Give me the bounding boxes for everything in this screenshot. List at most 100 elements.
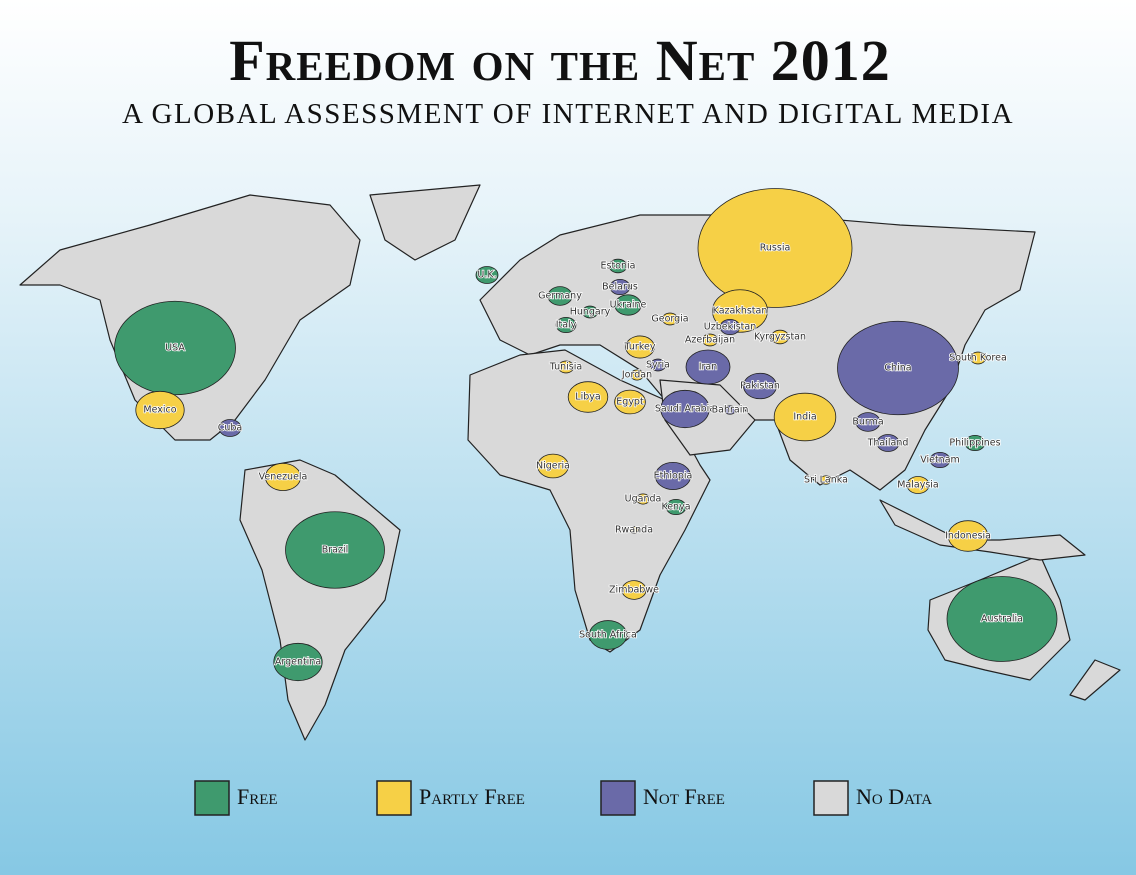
country-label: Nigeria bbox=[536, 461, 570, 472]
country-label: Azerbaijan bbox=[685, 335, 735, 346]
country-shape bbox=[724, 405, 736, 415]
new-zealand bbox=[1069, 659, 1121, 701]
legend: Free Partly Free Not Free No Data bbox=[194, 780, 932, 816]
legend-label: Partly Free bbox=[419, 784, 525, 809]
country-shape bbox=[608, 258, 628, 274]
country-shape bbox=[964, 434, 986, 452]
country-label: Argentina bbox=[275, 657, 321, 668]
country-shape bbox=[947, 520, 989, 552]
country-label: Mexico bbox=[143, 405, 176, 416]
country-shape bbox=[555, 316, 577, 334]
country-label: Cuba bbox=[218, 423, 243, 434]
country-label: Burma bbox=[852, 417, 883, 428]
country-shape bbox=[770, 329, 790, 345]
country-shape bbox=[906, 476, 930, 494]
country-shape bbox=[820, 475, 832, 485]
country-shape bbox=[661, 312, 679, 326]
legend-label: Not Free bbox=[643, 784, 725, 809]
country-label: Hungary bbox=[570, 307, 611, 318]
country-label: Saudi Arabia bbox=[655, 404, 715, 415]
country-shape bbox=[285, 511, 385, 589]
country-label: Bahrain bbox=[712, 405, 749, 416]
country-shape bbox=[697, 188, 853, 308]
indonesia bbox=[879, 499, 1086, 561]
country-label: Venezuela bbox=[259, 472, 308, 483]
country-shapes bbox=[114, 188, 1058, 682]
country-shape bbox=[685, 349, 731, 385]
country-shape bbox=[114, 300, 236, 396]
country-shape bbox=[837, 320, 959, 416]
country-shape bbox=[264, 462, 301, 491]
country-shape bbox=[660, 389, 710, 429]
country-label: Vietnam bbox=[920, 455, 960, 466]
legend-label: No Data bbox=[856, 784, 932, 809]
country-label: India bbox=[793, 412, 816, 423]
country-label: Pakistan bbox=[740, 381, 780, 392]
country-shape bbox=[557, 360, 575, 374]
country-label: Italy bbox=[556, 320, 577, 331]
country-label: Egypt bbox=[616, 397, 644, 408]
country-shape bbox=[929, 451, 951, 469]
country-shape bbox=[625, 335, 655, 359]
country-shape bbox=[614, 294, 642, 316]
legend-swatch bbox=[376, 780, 412, 816]
country-label: Sri Lanka bbox=[804, 475, 848, 486]
country-label: Kyrgyzstan bbox=[754, 332, 806, 343]
country-shape bbox=[614, 389, 646, 415]
country-label: Ukraine bbox=[610, 300, 647, 311]
country-shape bbox=[773, 392, 837, 442]
country-label: Kenya bbox=[661, 502, 690, 513]
legend-swatch bbox=[813, 780, 849, 816]
country-label: Ethiopia bbox=[654, 471, 693, 482]
country-label: China bbox=[884, 363, 911, 374]
country-label: Iran bbox=[699, 362, 718, 373]
country-shape bbox=[567, 381, 609, 413]
country-label: Uzbekistan bbox=[704, 322, 756, 333]
legend-swatch bbox=[194, 780, 230, 816]
country-shape bbox=[537, 453, 569, 479]
country-label: Philippines bbox=[949, 438, 1000, 449]
country-label: Tunisia bbox=[549, 362, 582, 373]
country-label: Thailand bbox=[867, 438, 909, 449]
country-label: Jordan bbox=[621, 370, 652, 381]
country-shape bbox=[743, 372, 777, 400]
country-label: Malaysia bbox=[897, 480, 939, 491]
country-shape bbox=[969, 351, 987, 365]
country-label: Syria bbox=[646, 360, 670, 371]
country-shape bbox=[581, 305, 599, 319]
country-label: Zimbabwe bbox=[609, 585, 659, 596]
country-label: Rwanda bbox=[615, 525, 653, 536]
country-label: Indonesia bbox=[945, 531, 991, 542]
country-shape bbox=[588, 620, 628, 650]
subtitle: A GLOBAL ASSESSMENT OF INTERNET AND DIGI… bbox=[122, 98, 1014, 130]
country-shape bbox=[701, 333, 719, 347]
greenland bbox=[369, 184, 481, 261]
country-label: Uganda bbox=[625, 494, 662, 505]
country-label: Brazil bbox=[322, 545, 349, 556]
country-shape bbox=[629, 526, 639, 534]
country-shape bbox=[547, 286, 573, 306]
africa bbox=[467, 349, 711, 653]
legend-swatch bbox=[600, 780, 636, 816]
country-shape bbox=[719, 318, 741, 336]
country-shape bbox=[609, 278, 631, 296]
country-label: Libya bbox=[575, 392, 600, 403]
country-label: USA bbox=[165, 343, 185, 354]
country-labels: USA Mexico Cuba Venezuela Brazil Argenti… bbox=[143, 242, 1024, 669]
country-label: Belarus bbox=[602, 282, 638, 293]
country-shape bbox=[655, 461, 692, 490]
country-shape bbox=[475, 266, 499, 284]
country-shape bbox=[946, 576, 1058, 662]
country-shape bbox=[273, 642, 323, 682]
country-shape bbox=[855, 412, 881, 432]
country-label: South Korea bbox=[949, 353, 1007, 364]
country-label: South Africa bbox=[579, 630, 637, 641]
country-shape bbox=[876, 434, 900, 452]
country-label: Kazakhstan bbox=[713, 306, 768, 317]
country-shape bbox=[630, 369, 645, 381]
title: Freedom on the Net 2012 bbox=[229, 28, 891, 93]
country-label: U.K. bbox=[477, 270, 496, 281]
country-shape bbox=[621, 580, 647, 600]
country-label: Germany bbox=[538, 291, 582, 302]
country-shape bbox=[649, 358, 667, 372]
